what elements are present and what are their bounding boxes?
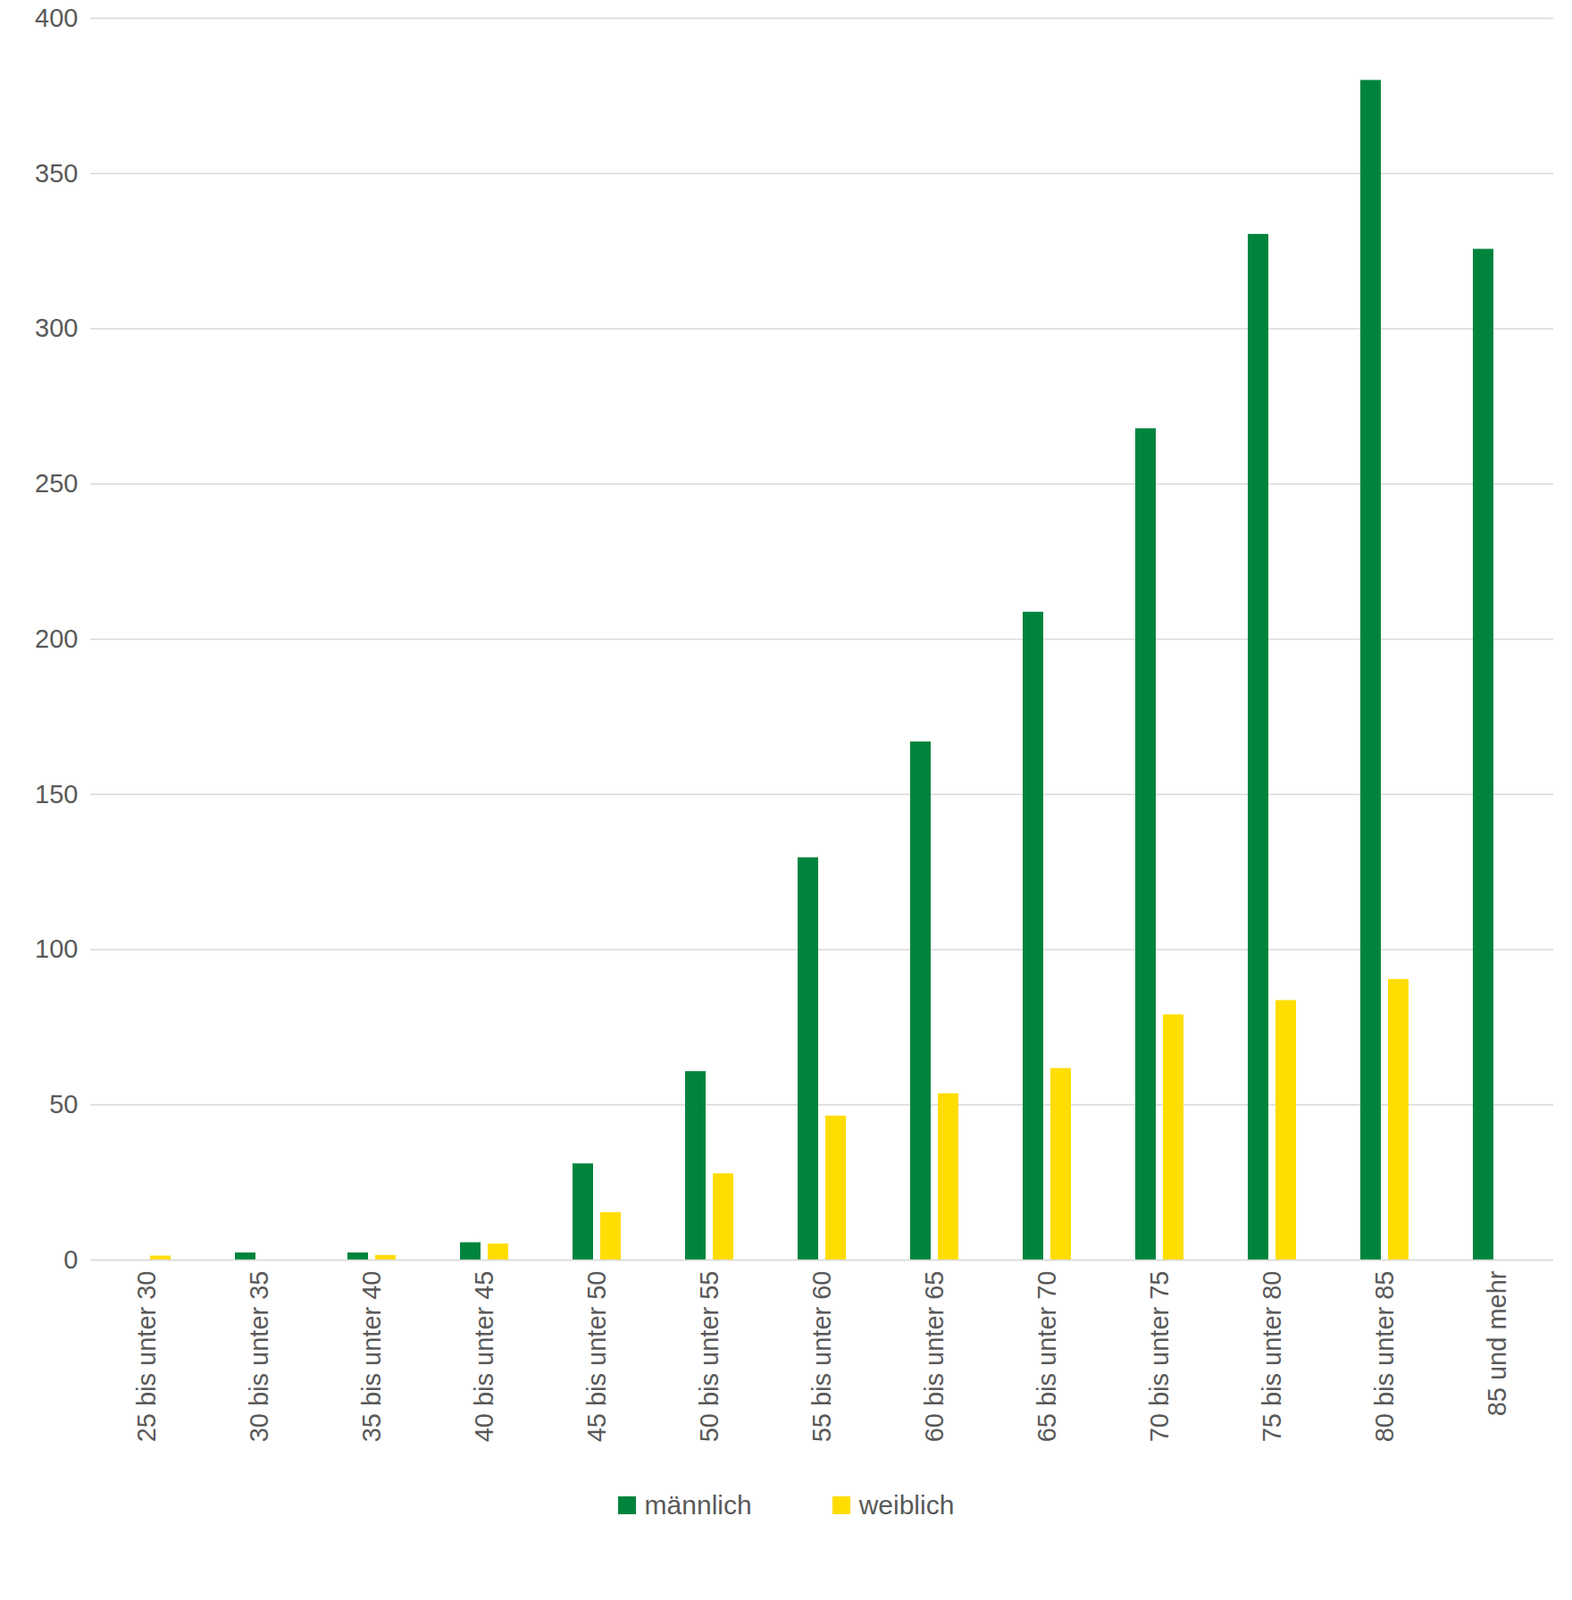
svg-text:400: 400 [34, 3, 78, 33]
svg-text:100: 100 [34, 934, 78, 963]
svg-text:45 bis unter 50: 45 bis unter 50 [582, 1270, 611, 1443]
svg-text:70 bis unter 75: 70 bis unter 75 [1145, 1270, 1174, 1443]
svg-text:40 bis unter 45: 40 bis unter 45 [469, 1270, 499, 1443]
svg-text:35 bis unter 40: 35 bis unter 40 [357, 1270, 386, 1443]
svg-text:0: 0 [63, 1245, 78, 1274]
svg-text:30 bis unter 35: 30 bis unter 35 [244, 1270, 274, 1443]
svg-text:250: 250 [34, 468, 78, 498]
svg-text:300: 300 [34, 313, 78, 343]
svg-text:85 und mehr: 85 und mehr [1482, 1270, 1512, 1416]
svg-text:75 bis unter 80: 75 bis unter 80 [1257, 1270, 1287, 1443]
svg-text:200: 200 [34, 624, 78, 653]
svg-text:25 bis unter 30: 25 bis unter 30 [132, 1270, 161, 1443]
svg-text:50 bis unter 55: 50 bis unter 55 [694, 1270, 724, 1443]
svg-text:150: 150 [34, 779, 78, 809]
svg-text:60 bis unter 65: 60 bis unter 65 [919, 1270, 949, 1443]
svg-text:65 bis unter 70: 65 bis unter 70 [1032, 1270, 1062, 1443]
html-text:weiblich: weiblich [858, 1489, 955, 1520]
svg-text:350: 350 [34, 158, 78, 188]
svg-text:50: 50 [49, 1089, 78, 1119]
svg-text:55 bis unter 60: 55 bis unter 60 [807, 1270, 837, 1443]
html-text:männlich: männlich [644, 1489, 752, 1520]
svg-text:80 bis unter 85: 80 bis unter 85 [1370, 1270, 1399, 1443]
